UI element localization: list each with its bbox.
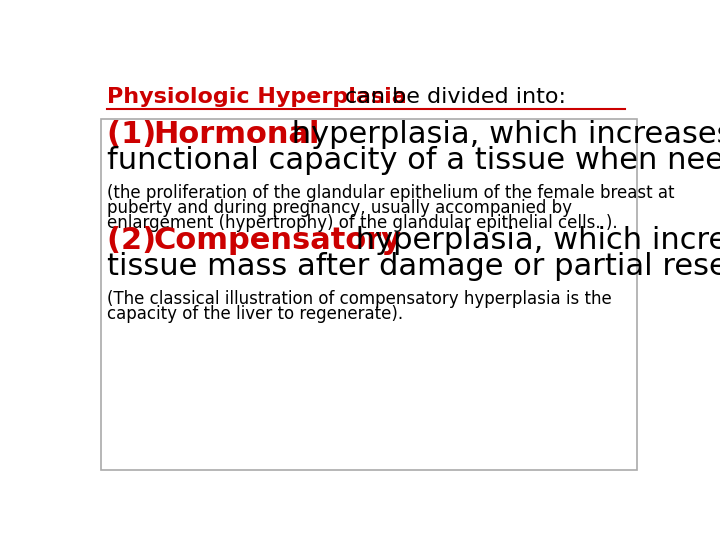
Text: (1): (1) [107, 119, 167, 148]
Text: (the proliferation of the glandular epithelium of the female breast at: (the proliferation of the glandular epit… [107, 184, 675, 202]
Text: Physiologic Hyperplasia: Physiologic Hyperplasia [107, 87, 415, 107]
Text: hyperplasia, which increases: hyperplasia, which increases [346, 226, 720, 255]
Text: (The classical illustration of compensatory hyperplasia is the: (The classical illustration of compensat… [107, 291, 612, 308]
Text: capacity of the liver to regenerate).: capacity of the liver to regenerate). [107, 305, 403, 323]
Text: functional capacity of a tissue when needed.: functional capacity of a tissue when nee… [107, 146, 720, 175]
Text: Hormonal: Hormonal [153, 119, 320, 148]
Text: can be divided into:: can be divided into: [346, 87, 567, 107]
FancyBboxPatch shape [101, 119, 637, 470]
Text: hyperplasia, which increases the: hyperplasia, which increases the [282, 119, 720, 148]
Text: tissue mass after damage or partial resection.: tissue mass after damage or partial rese… [107, 252, 720, 281]
Text: (2): (2) [107, 226, 167, 255]
Text: Compensatory: Compensatory [153, 226, 402, 255]
Text: puberty and during pregnancy, usually accompanied by: puberty and during pregnancy, usually ac… [107, 199, 572, 217]
Text: enlargement (hypertrophy) of the glandular epithelial cells. ).: enlargement (hypertrophy) of the glandul… [107, 214, 618, 232]
